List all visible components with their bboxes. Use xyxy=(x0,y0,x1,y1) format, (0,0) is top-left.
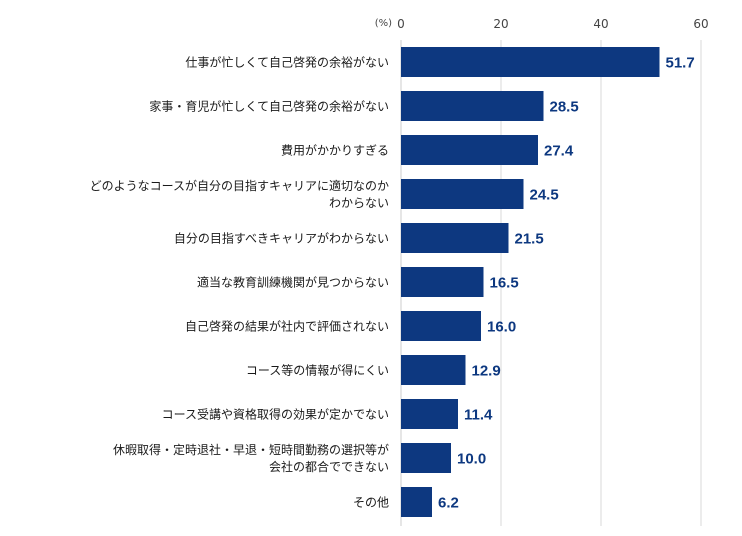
value-label: 6.2 xyxy=(438,495,459,512)
category-label: その他 xyxy=(353,496,389,510)
value-label: 16.0 xyxy=(487,319,516,336)
bar xyxy=(401,443,451,473)
value-label: 12.9 xyxy=(472,363,501,380)
category-label: 家事・育児が忙しくて自己啓発の余裕がない xyxy=(149,99,389,114)
value-label: 21.5 xyxy=(515,231,544,248)
bars xyxy=(401,47,660,517)
value-labels: 51.7 28.5 27.4 24.5 21.5 16.5 16.0 12.9 11.4 10.0… xyxy=(438,55,695,512)
x-tick-label: 20 xyxy=(493,17,508,31)
bar xyxy=(401,179,524,209)
bar xyxy=(401,267,484,297)
category-label: 仕事が忙しくて自己啓発の余裕がない xyxy=(185,55,389,70)
bar xyxy=(401,399,458,429)
category-label: 適当な教育訓練機関が見つからない xyxy=(197,275,389,290)
category-label: コース受講や資格取得の効果が定かでない xyxy=(162,407,389,422)
unit-label: (%) xyxy=(375,18,392,29)
category-label: 自己啓発の結果が社内で評価されない xyxy=(185,319,389,334)
bar xyxy=(401,135,538,165)
bar xyxy=(401,311,481,341)
category-label: 自分の目指すべきキャリアがわからない xyxy=(174,231,389,246)
x-tick-label: 40 xyxy=(593,17,608,31)
bar xyxy=(401,47,660,77)
category-label: 休暇取得・定時退社・早退・短時間勤務の選択等が会社の都合でできない xyxy=(113,442,389,474)
value-label: 24.5 xyxy=(530,187,559,204)
bar xyxy=(401,91,544,121)
x-tick-label: 0 xyxy=(397,17,405,31)
category-label: 費用がかかりすぎる xyxy=(281,143,389,158)
bar xyxy=(401,223,509,253)
value-label: 28.5 xyxy=(550,99,579,116)
value-label: 27.4 xyxy=(544,143,574,160)
value-label: 11.4 xyxy=(464,407,493,424)
value-label: 10.0 xyxy=(457,451,486,468)
category-label: どのようなコースが自分の目指すキャリアに適切なのかわからない xyxy=(90,178,389,210)
bar xyxy=(401,487,432,517)
bar xyxy=(401,355,466,385)
value-label: 16.5 xyxy=(490,275,519,292)
category-label: コース等の情報が得にくい xyxy=(246,363,389,378)
category-labels: 仕事が忙しくて自己啓発の余裕がない家事・育児が忙しくて自己啓発の余裕がない費用が… xyxy=(90,55,389,510)
value-label: 51.7 xyxy=(666,55,695,72)
x-tick-label: 60 xyxy=(693,17,708,31)
x-tick-labels: 0 20 40 60 xyxy=(397,17,708,31)
